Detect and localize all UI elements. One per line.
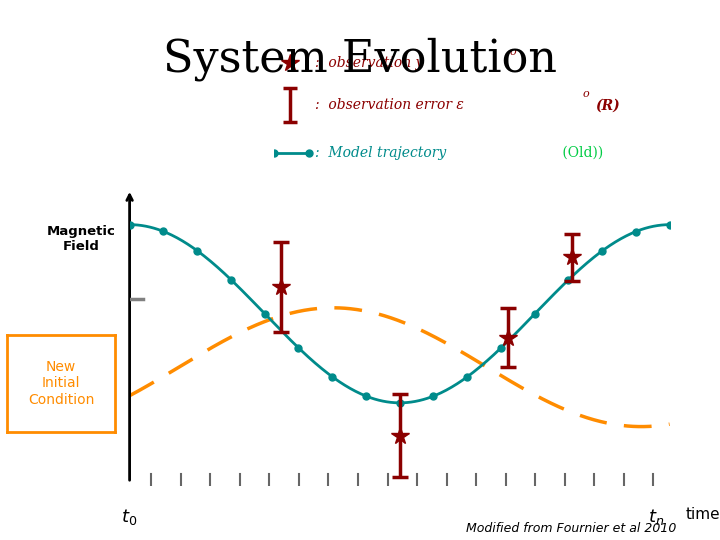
- Text: o: o: [582, 89, 590, 99]
- Text: $t_n$: $t_n$: [648, 507, 664, 527]
- Text: :  Model trajectory: : Model trajectory: [315, 146, 446, 160]
- Text: Modified from Fournier et al 2010: Modified from Fournier et al 2010: [467, 522, 677, 535]
- Text: o: o: [510, 47, 516, 57]
- Text: Magnetic
Field: Magnetic Field: [47, 226, 115, 253]
- Text: New
Initial
Condition: New Initial Condition: [28, 360, 94, 407]
- Text: :  observation error ε: : observation error ε: [315, 98, 464, 112]
- Text: $t_0$: $t_0$: [122, 507, 138, 527]
- Text: (R): (R): [595, 98, 620, 112]
- Text: :  observation y: : observation y: [315, 56, 424, 70]
- Text: System Evolution: System Evolution: [163, 38, 557, 82]
- Text: (Old)): (Old)): [557, 146, 603, 160]
- Text: time: time: [685, 507, 720, 522]
